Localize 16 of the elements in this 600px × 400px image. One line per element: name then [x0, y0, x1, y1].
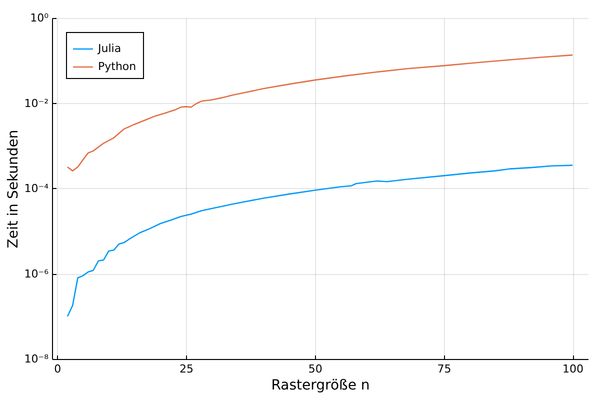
x-tick-label: 100 [562, 362, 584, 376]
y-tick-label: 10⁻⁶ [24, 267, 50, 280]
x-tick-label: 75 [437, 362, 452, 376]
x-axis-title: Rastergröße n [271, 378, 370, 394]
legend-label: Python [98, 60, 136, 73]
y-axis-title: Zeit in Sekunden [5, 130, 22, 248]
line-series [66, 54, 574, 172]
x-tick-label: 25 [180, 362, 194, 376]
y-tick-label: 10⁻⁸ [24, 352, 50, 366]
y-tick-label: 10⁻⁴ [24, 182, 50, 195]
line-series [66, 164, 574, 318]
x-tick-label: 50 [308, 362, 322, 376]
x-tick-label: 0 [54, 362, 62, 376]
legend-label: Julia [97, 42, 122, 55]
y-tick-label: 10⁻² [24, 96, 48, 110]
y-tick-label: 10⁰ [30, 12, 50, 24]
